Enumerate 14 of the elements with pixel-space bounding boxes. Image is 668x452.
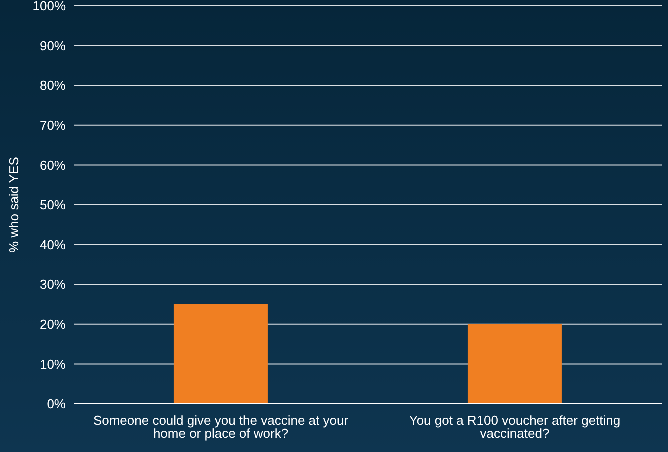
y-tick-label: 50%: [40, 198, 66, 213]
y-tick-label: 10%: [40, 356, 66, 372]
x-tick-label: Someone could give you the vaccine at your home or place of work?: [93, 413, 350, 442]
y-tick-label: 40%: [40, 237, 66, 252]
y-tick-label: 100%: [32, 0, 66, 14]
y-tick-label: 20%: [40, 317, 66, 332]
y-tick-label: 70%: [40, 118, 66, 134]
y-tick-label: 60%: [40, 158, 66, 173]
y-tick-label: 90%: [40, 38, 66, 54]
y-tick-label: 30%: [40, 277, 66, 292]
y-tick-label: 80%: [40, 78, 66, 94]
y-axis-title: % who said YES: [6, 156, 22, 253]
x-tick-label: You got a R100 voucher after getting vaccinated?: [409, 413, 621, 442]
y-tick-label: 0%: [47, 396, 66, 412]
